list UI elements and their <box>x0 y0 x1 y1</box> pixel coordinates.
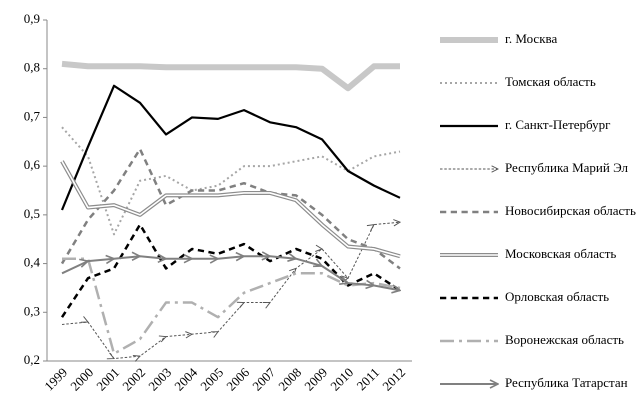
x-tick-label: 2009 <box>301 365 330 394</box>
y-tick-label: 0,3 <box>24 303 40 318</box>
x-tick-label: 2011 <box>354 365 383 394</box>
series-line <box>60 147 401 270</box>
series-line <box>60 84 401 211</box>
x-tick-label: 2004 <box>171 364 200 393</box>
y-tick-label: 0,5 <box>24 206 40 221</box>
y-tick-label: 0,4 <box>24 255 41 270</box>
x-tick-label: 2003 <box>145 365 174 394</box>
x-tick-label: 2012 <box>379 365 408 394</box>
series-line <box>61 126 401 236</box>
legend-label: Орловская область <box>505 289 609 304</box>
legend-label: г. Москва <box>505 31 557 46</box>
series-line <box>61 60 400 92</box>
x-tick-label: 2007 <box>249 364 278 393</box>
legend-label: Республика Татарстан <box>505 375 628 390</box>
y-tick-label: 0,2 <box>24 352 40 367</box>
series-line-inner <box>61 160 401 258</box>
series-line <box>61 256 400 290</box>
x-tick-label: 2010 <box>327 365 356 394</box>
legend-label: Московская область <box>505 246 616 261</box>
legend-label: Томская область <box>505 74 596 89</box>
x-tick-label: 1999 <box>41 365 70 394</box>
x-tick-label: 2008 <box>275 365 304 394</box>
series-line <box>62 257 401 355</box>
legend-label: г. Санкт-Петербург <box>505 117 610 132</box>
x-tick-label: 2005 <box>197 365 226 394</box>
y-tick-label: 0,6 <box>24 157 41 172</box>
x-tick-label: 2002 <box>119 365 148 394</box>
y-tick-label: 0,7 <box>24 108 41 123</box>
y-tick-label: 0,9 <box>24 11 40 26</box>
series-line <box>61 222 400 358</box>
legend-label: Новосибирская область <box>505 203 636 218</box>
x-tick-label: 2006 <box>223 364 252 393</box>
legend-label: Республика Марий Эл <box>505 160 628 175</box>
y-tick-label: 0,8 <box>24 60 40 75</box>
x-tick-label: 2001 <box>93 365 122 394</box>
legend-label: Воронежская область <box>505 332 624 347</box>
x-tick-label: 2000 <box>67 365 96 394</box>
